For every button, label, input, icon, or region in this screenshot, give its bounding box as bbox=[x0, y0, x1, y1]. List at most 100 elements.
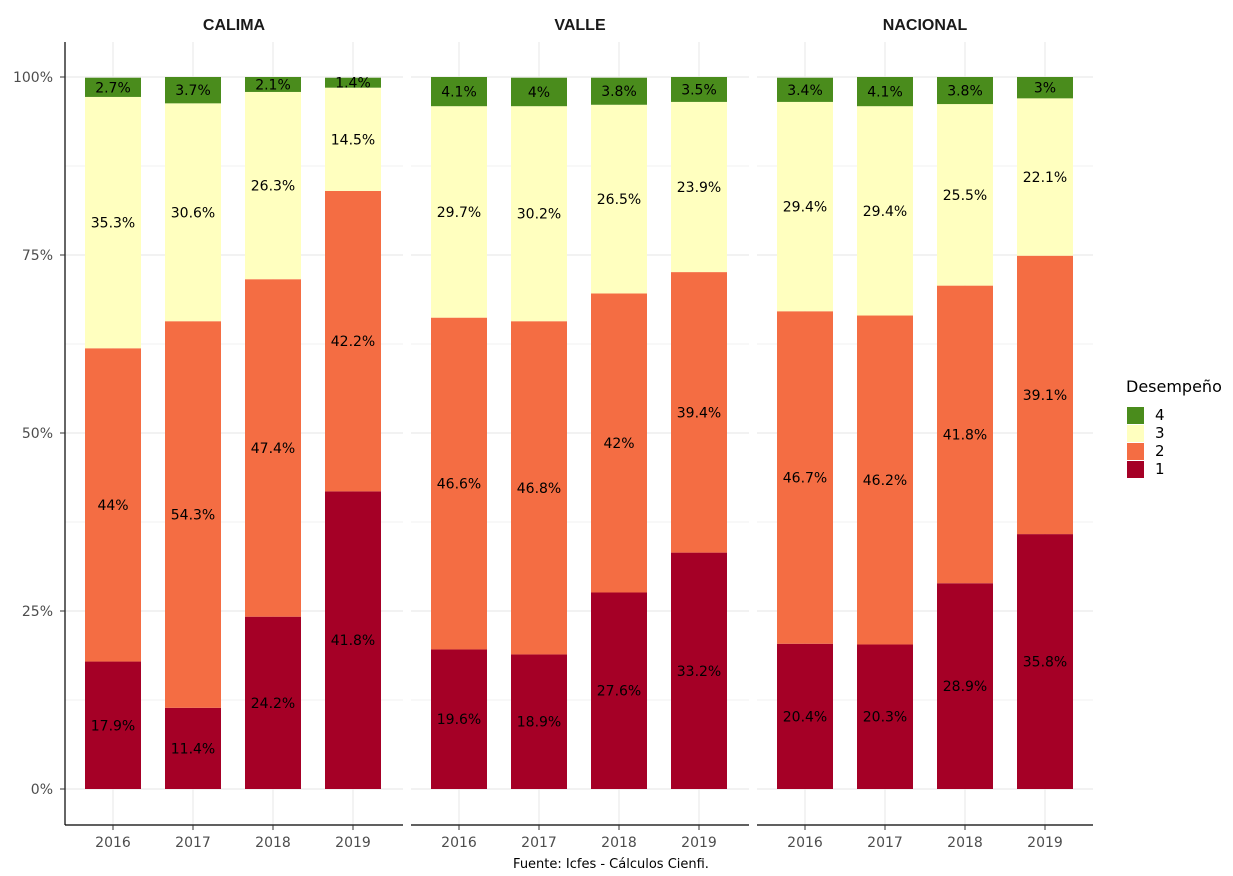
bar-segment-2016-level-2 bbox=[85, 348, 141, 662]
bar-segment-2019-level-4 bbox=[325, 77, 381, 88]
bar-segment-2019-level-1 bbox=[1017, 534, 1073, 789]
panel-title: NACIONAL bbox=[883, 17, 968, 34]
bar-segment-2016-level-3 bbox=[85, 96, 141, 349]
bar-segment-label: 11.4% bbox=[171, 741, 215, 757]
bar-segment-label: 2.1% bbox=[255, 77, 291, 93]
bar-segment-2017-level-4 bbox=[165, 77, 221, 104]
bar-segment-2017-level-1 bbox=[165, 707, 221, 789]
bar-segment-label: 29.4% bbox=[863, 204, 907, 220]
bar-segment-2016-level-3 bbox=[777, 101, 833, 312]
bar-segment-2019-level-3 bbox=[1017, 98, 1073, 256]
bar-segment-label: 3.5% bbox=[681, 82, 717, 98]
bar-segment-2017-level-2 bbox=[511, 321, 567, 655]
y-tick-label: 100% bbox=[13, 70, 53, 86]
bar-segment-2017-level-3 bbox=[511, 106, 567, 322]
x-tick-label: 2018 bbox=[255, 835, 291, 851]
bar-segment-label: 26.5% bbox=[597, 192, 641, 208]
bar-segment-label: 54.3% bbox=[171, 508, 215, 524]
bar-segment-2016-level-1 bbox=[777, 643, 833, 789]
y-axis: 0% 25% 50% 75% 100% bbox=[13, 70, 53, 798]
bar-segment-label: 20.3% bbox=[863, 710, 907, 726]
bar-segment-label: 4% bbox=[528, 85, 550, 101]
legend-label: 3 bbox=[1155, 424, 1165, 442]
x-tick-label: 2018 bbox=[601, 835, 637, 851]
bar-segment-2017-level-1 bbox=[511, 654, 567, 789]
bar-segment-2016-level-4 bbox=[85, 77, 141, 97]
bar-segment-label: 20.4% bbox=[783, 709, 827, 725]
legend-title: Desempeño bbox=[1126, 377, 1222, 396]
bar-segment-2018-level-3 bbox=[245, 91, 301, 280]
bar-segment-label: 4.1% bbox=[441, 85, 477, 101]
bar-segment-2017-level-2 bbox=[165, 321, 221, 708]
bar-segment-label: 26.3% bbox=[251, 179, 295, 195]
bar-segment-2018-level-4 bbox=[937, 77, 993, 105]
bar-segment-2019-level-2 bbox=[325, 190, 381, 492]
bar-segment-2017-level-3 bbox=[165, 103, 221, 322]
bar-segment-label: 44% bbox=[97, 498, 128, 514]
bar-segment-2019-level-1 bbox=[671, 552, 727, 789]
bar-segment-label: 27.6% bbox=[597, 684, 641, 700]
bar-segment-label: 47.4% bbox=[251, 441, 295, 457]
bar-segment-label: 30.2% bbox=[517, 207, 561, 223]
bar-segment-label: 14.5% bbox=[331, 132, 375, 148]
bar-segment-label: 19.6% bbox=[437, 712, 481, 728]
panel-title: VALLE bbox=[554, 17, 606, 34]
bar-segment-label: 17.9% bbox=[91, 718, 135, 734]
bar-segment-label: 41.8% bbox=[331, 633, 375, 649]
y-tick-label: 0% bbox=[31, 782, 53, 798]
bar-segment-label: 42% bbox=[603, 436, 634, 452]
legend-label: 2 bbox=[1155, 442, 1165, 460]
bar-segment-2016-level-4 bbox=[431, 77, 487, 107]
bar-segment-label: 1.4% bbox=[335, 76, 371, 92]
x-tick-label: 2016 bbox=[441, 835, 477, 851]
bar-segment-label: 3.8% bbox=[601, 84, 637, 100]
legend-swatch-4 bbox=[1127, 407, 1144, 424]
bar-segment-2018-level-4 bbox=[591, 77, 647, 105]
bar-segment-2018-level-1 bbox=[591, 592, 647, 789]
bar-segment-label: 25.5% bbox=[943, 188, 987, 204]
bar-segment-2019-level-2 bbox=[1017, 255, 1073, 535]
x-tick-label: 2017 bbox=[521, 835, 557, 851]
bar-segment-2017-level-4 bbox=[511, 77, 567, 107]
bar-segment-2017-level-1 bbox=[857, 644, 913, 789]
bar-segment-2019-level-3 bbox=[325, 87, 381, 191]
bar-segment-label: 23.9% bbox=[677, 180, 721, 196]
x-tick-label: 2018 bbox=[947, 835, 983, 851]
bar-segment-label: 3.8% bbox=[947, 84, 983, 100]
bar-segment-label: 39.4% bbox=[677, 405, 721, 421]
bar-segment-2016-level-1 bbox=[85, 661, 141, 789]
bar-segment-2016-level-4 bbox=[777, 77, 833, 102]
bar-segment-label: 46.8% bbox=[517, 481, 561, 497]
bar-segment-label: 30.6% bbox=[171, 205, 215, 221]
bar-segment-label: 22.1% bbox=[1023, 170, 1067, 186]
bar-segment-2019-level-4 bbox=[1017, 77, 1073, 99]
bar-segment-label: 18.9% bbox=[517, 715, 561, 731]
x-tick-label: 2016 bbox=[787, 835, 823, 851]
panel-valle: VALLE 19.6% 46.6% 29.7% 4.1% 18.9% 46.8% 30.2% 4… bbox=[411, 17, 749, 851]
panel-calima: CALIMA 17.9% 44% 35.3% 2.7% 11.4% 54.3% 30.6% 3.… bbox=[60, 17, 403, 851]
x-tick-label: 2019 bbox=[335, 835, 371, 851]
legend-swatch-1 bbox=[1127, 461, 1144, 478]
bar-segment-2016-level-2 bbox=[777, 311, 833, 644]
x-tick-label: 2017 bbox=[867, 835, 903, 851]
bar-segment-2016-level-1 bbox=[431, 649, 487, 789]
bar-segment-label: 24.2% bbox=[251, 696, 295, 712]
bar-segment-label: 28.9% bbox=[943, 679, 987, 695]
bar-segment-label: 46.7% bbox=[783, 471, 827, 487]
chart-caption: Fuente: Icfes - Cálculos Cienfi. bbox=[513, 857, 709, 872]
legend-label: 4 bbox=[1155, 406, 1165, 424]
bar-segment-2017-level-3 bbox=[857, 106, 913, 316]
bar-segment-2016-level-3 bbox=[431, 106, 487, 318]
bar-segment-label: 29.7% bbox=[437, 205, 481, 221]
bar-segment-label: 2.7% bbox=[95, 80, 131, 96]
x-tick-label: 2017 bbox=[175, 835, 211, 851]
bar-segment-2018-level-2 bbox=[591, 293, 647, 593]
panel-title: CALIMA bbox=[203, 17, 266, 34]
bar-segment-2018-level-4 bbox=[245, 77, 301, 92]
bar-segment-label: 41.8% bbox=[943, 427, 987, 443]
bar-segment-2018-level-1 bbox=[245, 616, 301, 789]
bar-segment-label: 35.3% bbox=[91, 216, 135, 232]
bar-segment-2016-level-2 bbox=[431, 317, 487, 650]
